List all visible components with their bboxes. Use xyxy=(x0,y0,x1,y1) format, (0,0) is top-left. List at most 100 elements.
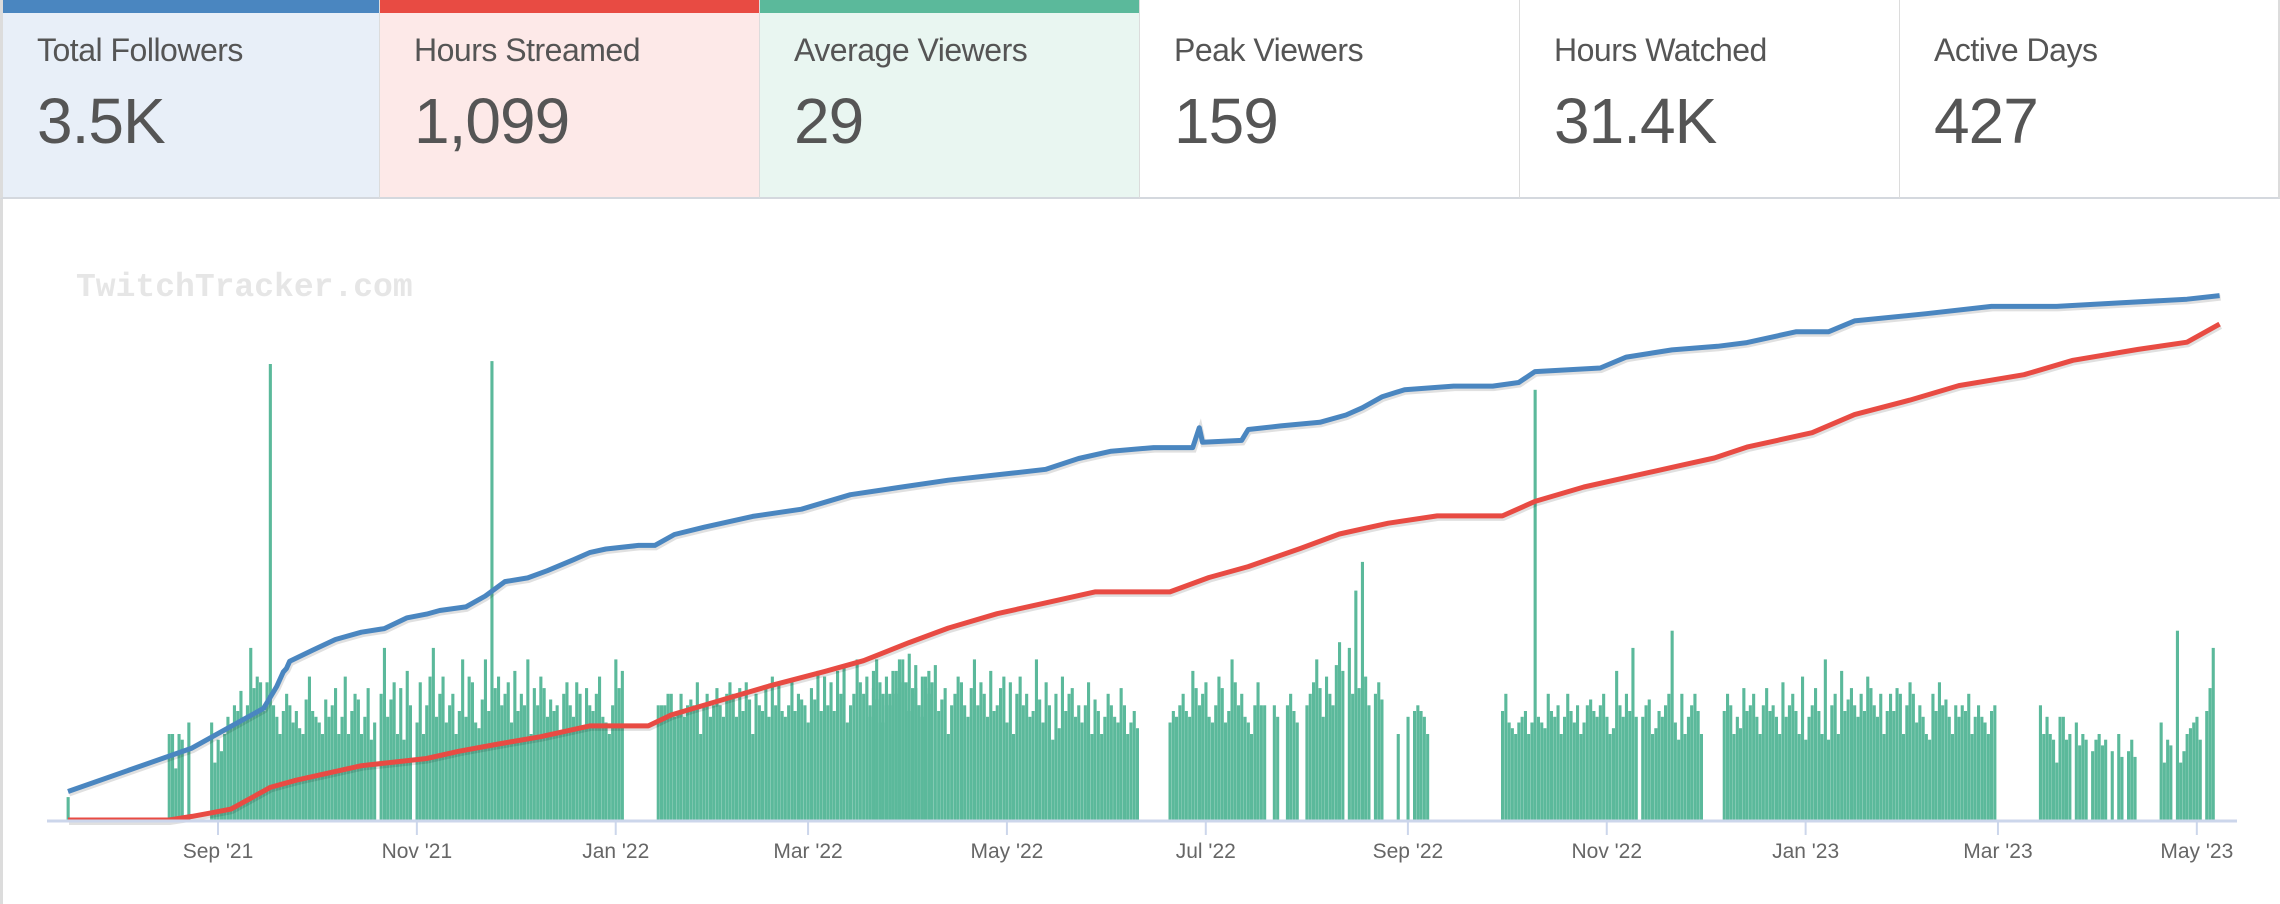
viewers-bar xyxy=(767,716,771,820)
viewers-bar xyxy=(777,682,781,820)
viewers-bar xyxy=(311,711,315,820)
viewers-bar xyxy=(1523,711,1527,820)
viewers-bar xyxy=(845,722,849,820)
viewers-bar xyxy=(1230,659,1234,820)
viewers-bar xyxy=(598,676,602,820)
viewers-bar xyxy=(1285,705,1289,820)
viewers-bar xyxy=(1106,693,1110,820)
viewers-bar xyxy=(2081,734,2085,820)
viewers-bar xyxy=(585,688,589,820)
viewers-bar xyxy=(1354,590,1358,820)
viewers-bar xyxy=(940,699,944,820)
viewers-bar xyxy=(356,699,360,820)
viewers-bar xyxy=(989,670,993,820)
viewers-bar xyxy=(1683,734,1687,820)
viewers-bar xyxy=(278,734,282,820)
viewers-bar xyxy=(575,682,579,820)
viewers-bar xyxy=(1830,705,1834,820)
stat-value: 1,099 xyxy=(414,85,570,157)
viewers-bar xyxy=(718,705,722,820)
viewers-bar xyxy=(171,734,175,820)
viewers-bar xyxy=(2078,745,2082,820)
viewers-bar xyxy=(1846,699,1850,820)
viewers-bar xyxy=(689,699,693,820)
viewers-bar xyxy=(956,676,960,820)
viewers-bar xyxy=(2045,716,2049,820)
viewers-bar xyxy=(451,693,455,820)
viewers-bar xyxy=(1820,734,1824,820)
viewers-bar xyxy=(852,693,856,820)
viewers-bar xyxy=(1726,693,1730,820)
viewers-bar xyxy=(2055,762,2059,820)
accent-bar xyxy=(760,0,1139,13)
viewers-bar xyxy=(399,688,403,820)
viewers-bar xyxy=(986,716,990,820)
viewers-bar xyxy=(897,659,901,820)
viewers-bar xyxy=(1243,716,1247,820)
viewers-bar xyxy=(1735,716,1739,820)
viewers-bar xyxy=(969,688,973,820)
viewers-bar xyxy=(1015,693,1019,820)
viewers-bar xyxy=(1739,728,1743,820)
viewers-bar xyxy=(1135,728,1139,820)
viewers-bar xyxy=(2097,734,2101,820)
viewers-bar xyxy=(418,682,422,820)
viewers-bar xyxy=(1507,722,1511,820)
viewers-bar xyxy=(751,734,755,820)
viewers-bar xyxy=(2166,739,2170,820)
viewers-bar xyxy=(682,716,686,820)
viewers-bar xyxy=(1083,705,1087,820)
viewers-bar xyxy=(1194,688,1198,820)
viewers-bar xyxy=(770,676,774,820)
viewers-bar xyxy=(428,676,432,820)
viewers-bar xyxy=(1611,728,1615,820)
viewers-bar xyxy=(1911,693,1915,820)
viewers-bar xyxy=(803,705,807,820)
viewers-bar xyxy=(1501,711,1505,820)
viewers-bar xyxy=(1295,722,1299,820)
viewers-bar xyxy=(607,734,611,820)
viewers-bar xyxy=(868,705,872,820)
viewers-bar xyxy=(1292,711,1296,820)
viewers-bar xyxy=(734,716,738,820)
viewers-bar xyxy=(1810,705,1814,820)
x-tick-label: Nov '21 xyxy=(382,840,453,863)
viewers-bar xyxy=(1272,705,1276,820)
viewers-bar xyxy=(1018,676,1022,820)
viewers-bar xyxy=(1204,682,1208,820)
viewers-bar xyxy=(545,716,549,820)
viewers-bar xyxy=(1250,734,1254,820)
viewers-bar xyxy=(1569,711,1573,820)
viewers-bar xyxy=(963,705,967,820)
viewers-bar xyxy=(448,705,452,820)
x-tick-label: Sep '21 xyxy=(183,840,254,863)
viewers-bar xyxy=(360,734,364,820)
viewers-bar xyxy=(1843,711,1847,820)
viewers-bar xyxy=(2100,745,2104,820)
viewers-bar xyxy=(1028,716,1032,820)
viewers-bar xyxy=(1807,716,1811,820)
viewers-bar xyxy=(1608,734,1612,820)
viewers-bar xyxy=(1546,693,1550,820)
viewers-bar xyxy=(1595,716,1599,820)
viewers-bar xyxy=(702,705,706,820)
viewers-bar xyxy=(213,762,217,820)
viewers-bar xyxy=(842,665,846,820)
viewers-bar xyxy=(862,693,866,820)
viewers-bar xyxy=(236,711,240,820)
viewers-bar xyxy=(904,711,908,820)
viewers-bar xyxy=(1054,693,1058,820)
accent-bar xyxy=(380,0,759,13)
viewers-bar xyxy=(1729,705,1733,820)
viewers-bar xyxy=(558,734,562,820)
viewers-bar xyxy=(1549,711,1553,820)
viewers-bar xyxy=(764,688,768,820)
viewers-bar xyxy=(1067,693,1071,820)
viewers-bar xyxy=(1087,682,1091,820)
viewers-bar xyxy=(571,716,575,820)
viewers-bar xyxy=(1109,705,1113,820)
stat-card-total-followers: Total Followers 3.5K xyxy=(0,0,380,199)
viewers-bar xyxy=(422,734,426,820)
viewers-bar xyxy=(1364,676,1368,820)
viewers-bar xyxy=(1924,734,1928,820)
